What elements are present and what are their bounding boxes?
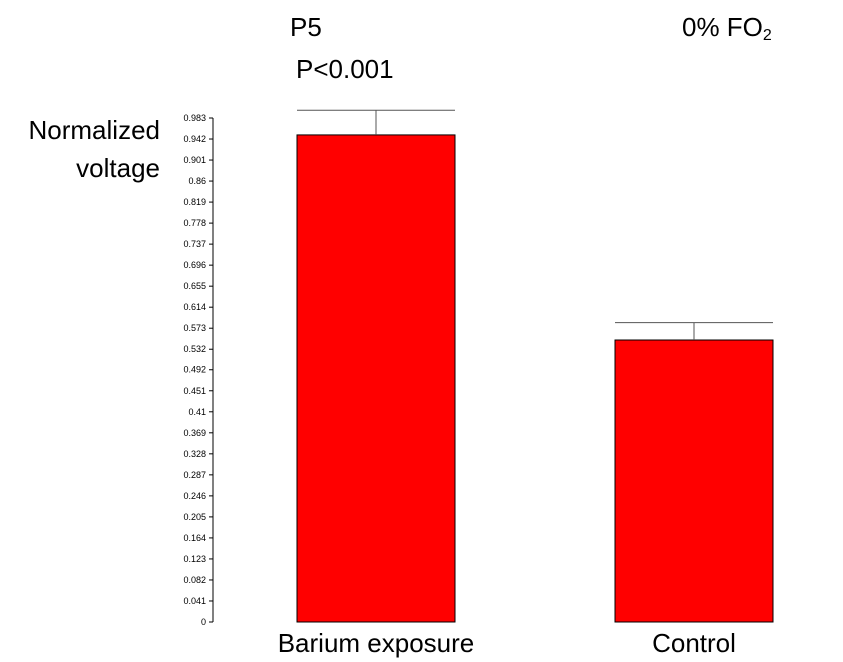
y-tick-label: 0.86 (188, 176, 206, 186)
error-bars (297, 109, 773, 341)
y-tick-label: 0.532 (183, 344, 206, 354)
bars (296, 134, 774, 623)
y-tick-label: 0.696 (183, 260, 206, 270)
y-tick-label: 0 (201, 617, 206, 627)
bar-0 (296, 134, 456, 623)
y-tick-label: 0.41 (188, 407, 206, 417)
x-axis-labels: Barium exposure Control (278, 628, 736, 658)
y-tick-label: 0.451 (183, 386, 206, 396)
y-axis: 0 0.041 0.082 0.123 0.164 0.205 0.246 0.287 0.32… (183, 113, 214, 627)
x-category-label: Barium exposure (278, 628, 475, 658)
bar-1 (614, 339, 774, 623)
condition-main-text: 0% FO (682, 12, 763, 42)
y-tick-label: 0.983 (183, 113, 206, 123)
y-tick-label: 0.123 (183, 554, 206, 564)
y-tick-label: 0.778 (183, 218, 206, 228)
panel-label: P5 (290, 12, 322, 42)
y-tick-label: 0.328 (183, 449, 206, 459)
y-tick-label: 0.737 (183, 239, 206, 249)
y-tick-label: 0.246 (183, 491, 206, 501)
y-tick-label: 0.041 (183, 596, 206, 606)
y-tick-label: 0.901 (183, 155, 206, 165)
condition-annotation: 0% FO2 (682, 14, 772, 44)
y-tick-label: 0.942 (183, 134, 206, 144)
p-value-annotation: P<0.001 (296, 54, 394, 84)
y-tick-label: 0.164 (183, 533, 206, 543)
y-tick-label: 0.205 (183, 512, 206, 522)
y-axis-label-line-1: Normalized (28, 115, 161, 145)
y-tick-label: 0.614 (183, 302, 206, 312)
y-tick-label: 0.369 (183, 428, 206, 438)
y-tick-label: 0.819 (183, 197, 206, 207)
y-axis-label-line-2: voltage (76, 153, 160, 183)
x-category-label: Control (652, 628, 736, 658)
y-tick-label: 0.573 (183, 323, 206, 333)
condition-subscript: 2 (762, 27, 772, 44)
y-tick-label: 0.287 (183, 470, 206, 480)
y-tick-label: 0.492 (183, 365, 206, 375)
y-tick-label: 0.082 (183, 575, 206, 585)
y-tick-label: 0.655 (183, 281, 206, 291)
